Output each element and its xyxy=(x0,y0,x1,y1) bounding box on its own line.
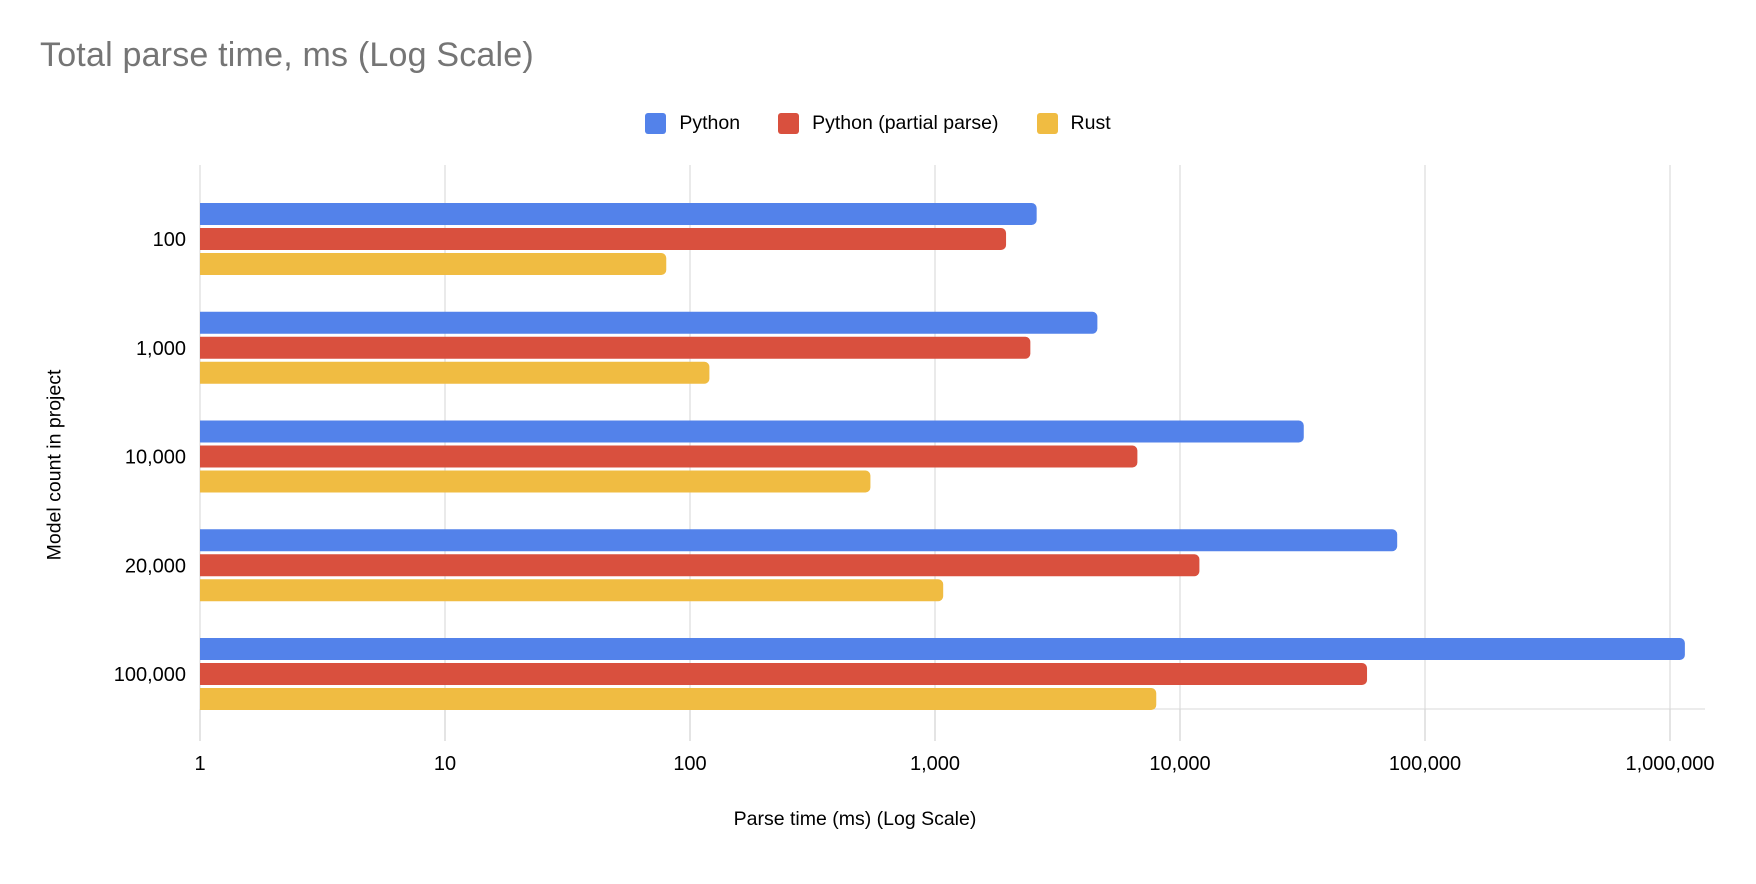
legend-swatch-icon xyxy=(1036,113,1058,134)
y-category-label: 100,000 xyxy=(114,664,186,686)
bar-rust-100-000 xyxy=(200,688,1157,710)
bar-rust-1-000 xyxy=(200,361,710,384)
bar-python-100 xyxy=(200,203,1037,225)
legend-item-python-partial-parse: Python (partial parse) xyxy=(778,112,999,135)
y-category-label: 10,000 xyxy=(125,447,186,469)
bar-python-100-000 xyxy=(200,638,1685,660)
x-tick-label: 10,000 xyxy=(1149,753,1210,775)
bar-python-partial-parse-10-000 xyxy=(200,445,1138,468)
x-tick-label: 1,000 xyxy=(910,753,960,775)
legend-label: Python xyxy=(679,112,741,134)
bar-rust-20-000 xyxy=(200,579,944,602)
legend: Python Python (partial parse) Rust xyxy=(0,112,1756,135)
legend-item-rust: Rust xyxy=(1036,112,1111,135)
x-tick-label: 1 xyxy=(194,753,205,775)
bar-python-partial-parse-100-000 xyxy=(200,663,1368,685)
bar-python-20-000 xyxy=(200,529,1398,552)
x-axis-title: Parse time (ms) (Log Scale) xyxy=(733,808,977,830)
y-category-label: 100 xyxy=(153,229,186,251)
bar-rust-100 xyxy=(200,253,667,275)
chart-title: Total parse time, ms (Log Scale) xyxy=(40,36,534,74)
legend-label: Python (partial parse) xyxy=(812,112,999,134)
bar-python-partial-parse-20-000 xyxy=(200,554,1200,577)
bar-rust-10-000 xyxy=(200,470,871,493)
bar-python-1-000 xyxy=(200,311,1098,334)
bar-python-partial-parse-1-000 xyxy=(200,336,1031,359)
x-tick-label: 1,000,000 xyxy=(1626,753,1715,775)
bar-python-partial-parse-100 xyxy=(200,228,1007,250)
legend-swatch-icon xyxy=(778,113,800,134)
legend-item-python: Python xyxy=(645,112,740,135)
y-category-label: 20,000 xyxy=(125,555,186,577)
y-category-label: 1,000 xyxy=(136,338,186,360)
x-tick-label: 100 xyxy=(673,753,706,775)
y-axis-title: Model count in project xyxy=(43,369,66,561)
x-tick-label: 100,000 xyxy=(1389,753,1461,775)
bar-python-10-000 xyxy=(200,420,1304,443)
x-tick-label: 10 xyxy=(434,753,456,775)
legend-swatch-icon xyxy=(645,113,667,134)
legend-label: Rust xyxy=(1070,112,1111,134)
